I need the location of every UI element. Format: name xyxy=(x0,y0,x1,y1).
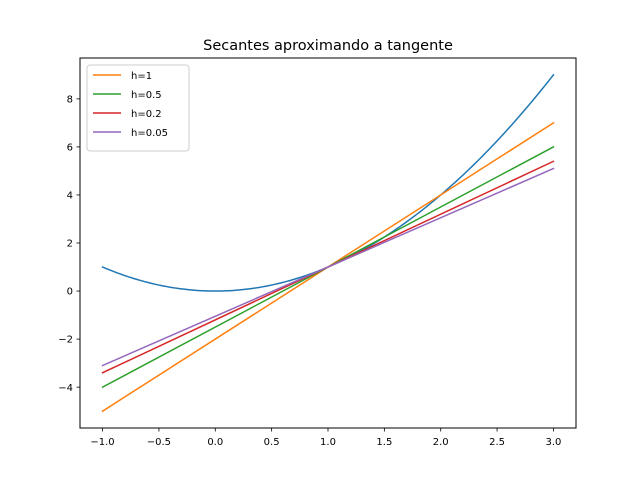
x-tick-label: 0.0 xyxy=(207,437,223,448)
series-line-h-0-05 xyxy=(101,167,555,367)
x-tick-label: 3.0 xyxy=(546,437,562,448)
series-layer xyxy=(101,73,555,413)
y-tick-label: 0 xyxy=(67,287,73,298)
chart-title: Secantes aproximando a tangente xyxy=(203,38,453,54)
x-tick-label: −1.0 xyxy=(90,437,114,448)
x-tick-label: −0.5 xyxy=(147,437,171,448)
legend-label-h-0-05: h=0.05 xyxy=(131,128,168,139)
legend: h=1 h=0.5 h=0.2 h=0.05 xyxy=(86,64,190,152)
x-tick-label: 1.5 xyxy=(376,437,392,448)
x-tick-label: 1.0 xyxy=(320,437,336,448)
legend-box xyxy=(86,64,190,152)
x-axis: −1.0 −0.5 0.0 0.5 1.0 1.5 2.0 2.5 3.0 xyxy=(90,428,561,448)
legend-label-h-0-2: h=0.2 xyxy=(131,109,162,120)
y-tick-label: 8 xyxy=(67,94,73,105)
legend-label-h-0-5: h=0.5 xyxy=(131,90,162,101)
x-tick-label: 2.0 xyxy=(433,437,449,448)
x-tick-label: 2.5 xyxy=(489,437,505,448)
legend-label-h-1: h=1 xyxy=(131,71,152,82)
y-tick-label: −4 xyxy=(58,383,73,394)
y-axis: −4 −2 0 2 4 6 8 xyxy=(58,94,80,394)
x-tick-label: 0.5 xyxy=(264,437,280,448)
y-tick-label: 6 xyxy=(67,142,73,153)
y-tick-label: 2 xyxy=(67,239,73,250)
y-tick-label: 4 xyxy=(67,191,73,202)
y-tick-label: −2 xyxy=(58,335,73,346)
